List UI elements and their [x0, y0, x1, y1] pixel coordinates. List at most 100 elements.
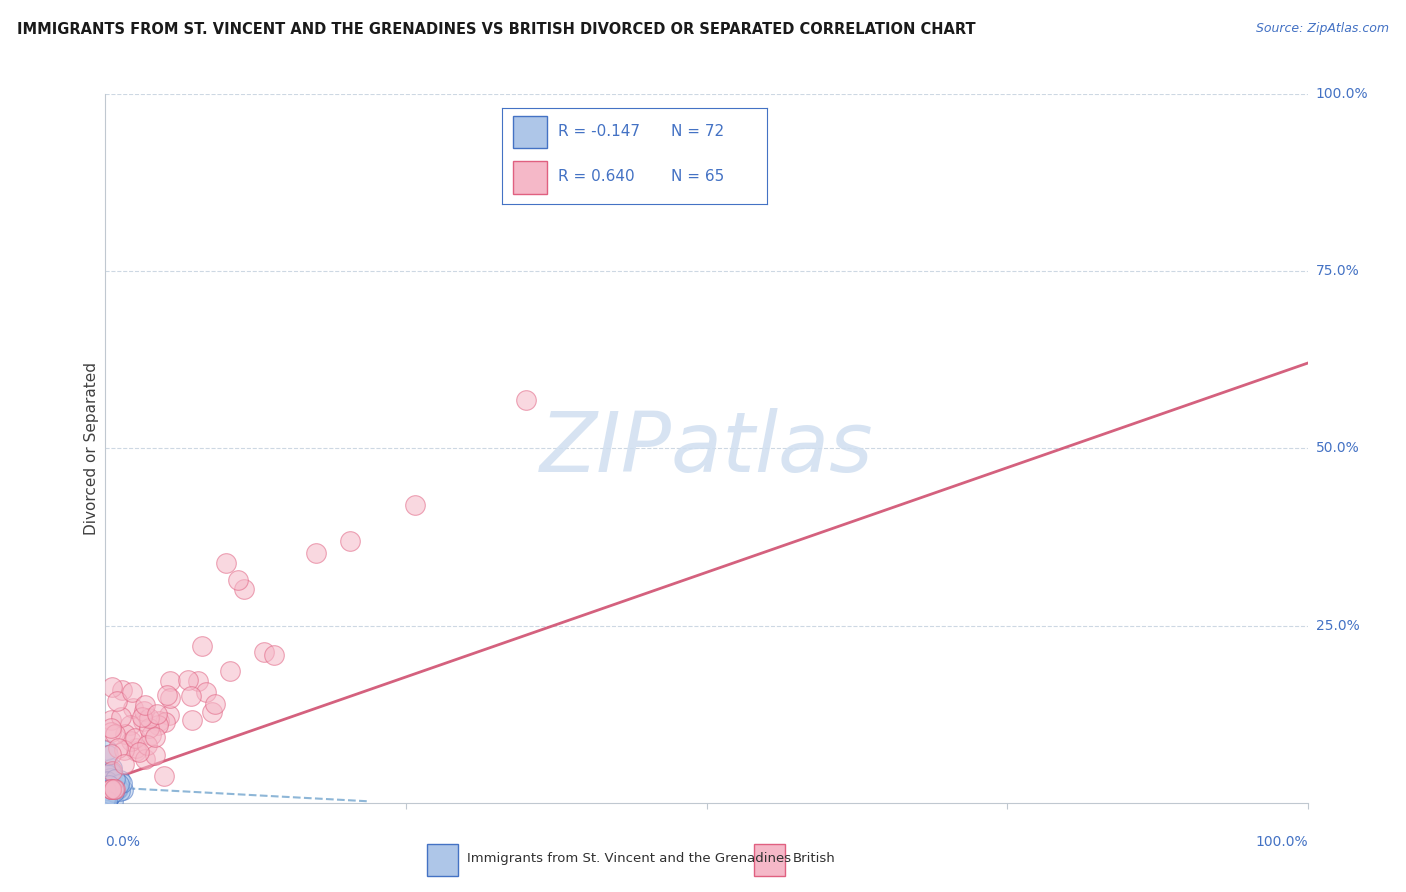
Point — [141, 728, 163, 742]
Point — [194, 684, 217, 698]
FancyBboxPatch shape — [513, 115, 547, 148]
FancyBboxPatch shape — [754, 844, 785, 876]
Point — [96, 777, 118, 791]
Point — [100, 788, 122, 802]
Point — [156, 688, 179, 702]
Point — [96, 773, 118, 788]
Point — [97, 747, 120, 762]
Point — [110, 776, 132, 790]
Point — [138, 721, 160, 735]
Point — [97, 773, 120, 788]
Point — [107, 740, 129, 755]
Point — [98, 788, 121, 802]
Point — [128, 745, 150, 759]
Point — [120, 734, 142, 748]
Point — [96, 742, 118, 756]
Point — [132, 714, 155, 728]
Point — [112, 757, 135, 772]
Point — [121, 685, 143, 699]
Point — [96, 777, 118, 791]
Point — [152, 769, 174, 783]
Point — [131, 710, 153, 724]
Text: ZIPatlas: ZIPatlas — [540, 408, 873, 489]
Point — [191, 639, 214, 653]
Point — [100, 713, 122, 727]
Point — [94, 794, 117, 808]
Point — [100, 767, 122, 781]
Point — [136, 739, 159, 753]
Point — [112, 742, 135, 756]
Point — [187, 673, 209, 688]
Point — [97, 780, 120, 795]
Point — [96, 772, 118, 787]
Point — [98, 788, 121, 802]
Text: Source: ZipAtlas.com: Source: ZipAtlas.com — [1256, 22, 1389, 36]
Point — [96, 765, 118, 780]
Point — [107, 781, 129, 796]
Point — [263, 648, 285, 662]
Point — [204, 698, 226, 712]
Text: N = 72: N = 72 — [672, 124, 724, 139]
Point — [97, 780, 120, 795]
Point — [404, 498, 426, 512]
Point — [94, 792, 117, 806]
Y-axis label: Divorced or Separated: Divorced or Separated — [83, 362, 98, 534]
Point — [103, 772, 125, 786]
Point — [304, 546, 326, 560]
Point — [134, 698, 156, 712]
Point — [105, 782, 128, 797]
Point — [155, 715, 177, 730]
Point — [159, 691, 181, 706]
Point — [515, 392, 537, 407]
Point — [97, 780, 120, 795]
Point — [94, 779, 117, 793]
Point — [104, 781, 127, 796]
Point — [97, 790, 120, 805]
Point — [100, 781, 122, 796]
Point — [339, 534, 361, 549]
Point — [94, 785, 117, 799]
Point — [108, 772, 131, 787]
Text: R = 0.640: R = 0.640 — [558, 169, 634, 185]
Point — [97, 778, 120, 792]
Point — [253, 645, 276, 659]
Text: R = -0.147: R = -0.147 — [558, 124, 640, 139]
Text: 25.0%: 25.0% — [1316, 618, 1360, 632]
Point — [100, 765, 122, 780]
Point — [97, 788, 120, 802]
Point — [100, 747, 122, 762]
Point — [134, 751, 156, 765]
Text: 75.0%: 75.0% — [1316, 264, 1360, 278]
Point — [232, 582, 254, 596]
Point — [97, 786, 120, 800]
Point — [104, 726, 127, 740]
Text: N = 65: N = 65 — [672, 169, 724, 185]
Point — [146, 718, 169, 732]
Point — [110, 783, 132, 797]
Point — [100, 765, 122, 780]
Point — [101, 784, 124, 798]
Point — [124, 731, 146, 745]
Point — [97, 790, 120, 805]
Point — [96, 779, 118, 793]
Point — [201, 705, 224, 719]
Point — [98, 783, 121, 797]
Point — [101, 794, 124, 808]
Point — [157, 708, 180, 723]
Point — [98, 780, 121, 795]
Point — [148, 714, 170, 728]
Point — [98, 774, 121, 789]
Point — [108, 777, 131, 791]
Point — [100, 781, 122, 796]
Point — [125, 741, 148, 756]
Point — [97, 792, 120, 806]
Point — [100, 781, 122, 796]
Point — [96, 775, 118, 789]
Point — [121, 701, 143, 715]
Point — [101, 761, 124, 775]
Point — [226, 574, 249, 588]
Point — [94, 783, 117, 797]
Text: Immigrants from St. Vincent and the Grenadines: Immigrants from St. Vincent and the Gren… — [467, 852, 792, 865]
Point — [181, 714, 204, 728]
Point — [118, 717, 141, 731]
